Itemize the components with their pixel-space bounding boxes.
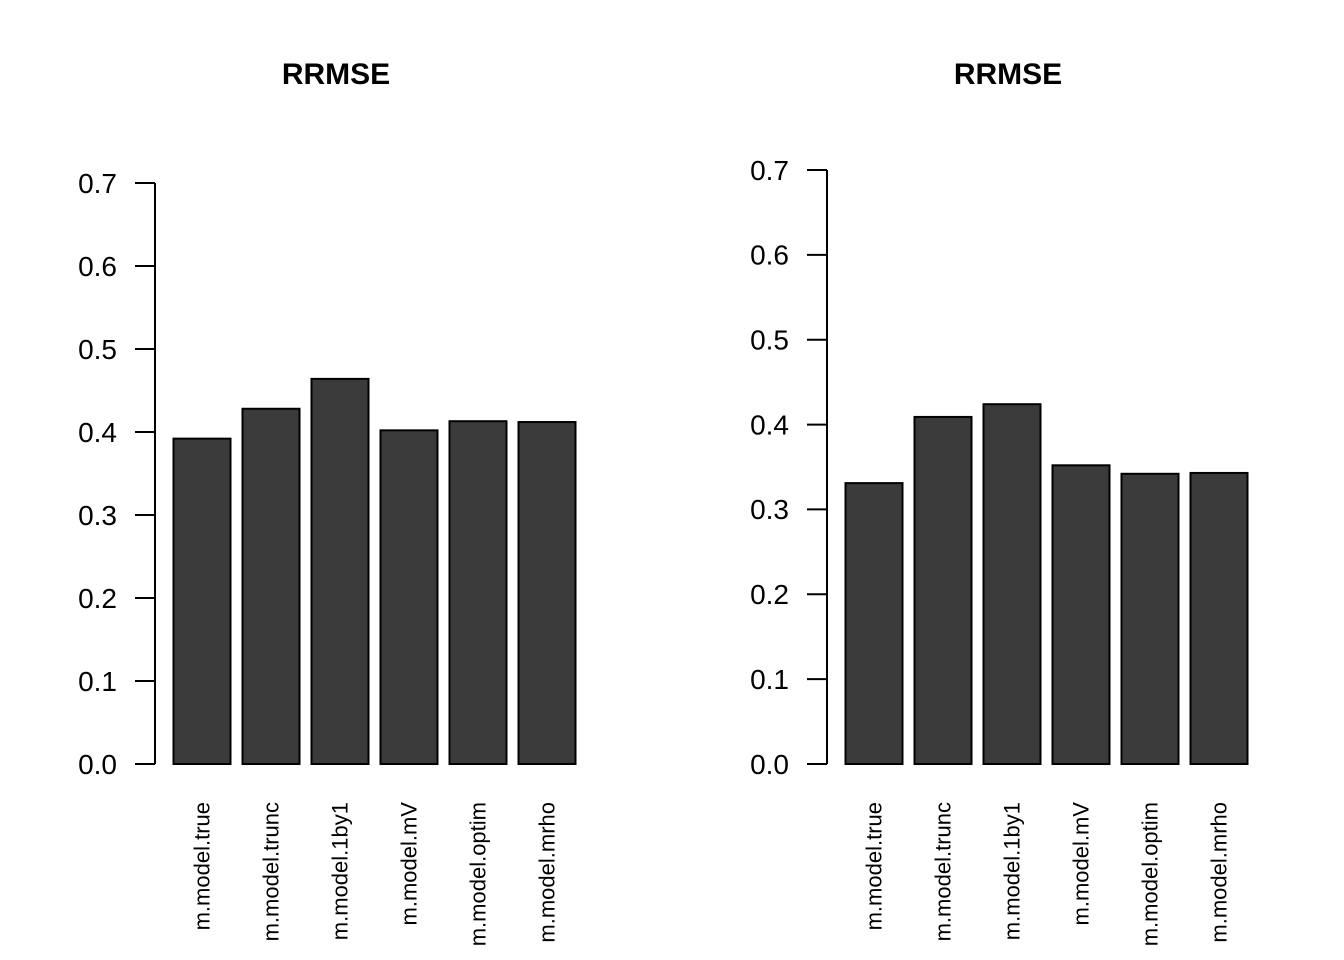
- x-category-label: m.model.mrho: [1207, 802, 1232, 943]
- y-tick-label: 0.6: [78, 251, 117, 282]
- x-category-label: m.model.trunc: [259, 802, 284, 941]
- chart-title: RRMSE: [282, 58, 390, 91]
- x-category-label: m.model.mV: [1069, 802, 1094, 926]
- bar: [1051, 464, 1111, 765]
- x-category-label: m.model.true: [862, 802, 887, 930]
- x-category-label: m.model.1by1: [328, 802, 353, 940]
- x-category-label: m.model.optim: [466, 802, 491, 946]
- bar: [517, 421, 577, 765]
- y-tick-label: 0.6: [750, 240, 789, 271]
- chart-title: RRMSE: [954, 58, 1062, 91]
- y-tick-label: 0.1: [750, 664, 789, 695]
- y-tick-label: 0.3: [78, 500, 117, 531]
- bar: [379, 429, 439, 765]
- y-tick-label: 0.5: [750, 325, 789, 356]
- y-tick-label: 0.4: [750, 409, 789, 440]
- x-category-label: m.model.optim: [1138, 802, 1163, 946]
- bar: [448, 420, 508, 765]
- bar: [982, 403, 1042, 765]
- bar: [844, 482, 904, 765]
- x-category-label: m.model.1by1: [1000, 802, 1025, 940]
- y-tick-label: 0.0: [78, 749, 117, 780]
- bar: [1189, 471, 1249, 765]
- x-category-label: m.model.trunc: [931, 802, 956, 941]
- bar: [241, 407, 301, 765]
- y-tick-label: 0.5: [78, 334, 117, 365]
- x-category-label: m.model.true: [190, 802, 215, 930]
- bar: [1120, 472, 1180, 765]
- x-category-label: m.model.mV: [397, 802, 422, 926]
- bar: [913, 415, 973, 765]
- y-tick-label: 0.4: [78, 417, 117, 448]
- bar: [310, 377, 370, 765]
- barplot-panel-right: RRMSE 0.0 0.1 0.2 0.3 0.4 0.5 0.6 0.7 m.model.tru…: [750, 58, 1249, 946]
- y-tick-label: 0.0: [750, 749, 789, 780]
- y-tick-label: 0.1: [78, 666, 117, 697]
- y-tick-label: 0.3: [750, 494, 789, 525]
- y-tick-label: 0.2: [78, 583, 117, 614]
- x-category-label: m.model.mrho: [535, 802, 560, 943]
- y-tick-label: 0.2: [750, 579, 789, 610]
- bar: [172, 437, 232, 765]
- barplot-panel-left: RRMSE 0.0 0.1 0.2 0.3 0.4 0.5 0.6 0.7 m.model.tru…: [78, 58, 577, 946]
- y-tick-label: 0.7: [750, 155, 789, 186]
- y-tick-label: 0.7: [78, 168, 117, 199]
